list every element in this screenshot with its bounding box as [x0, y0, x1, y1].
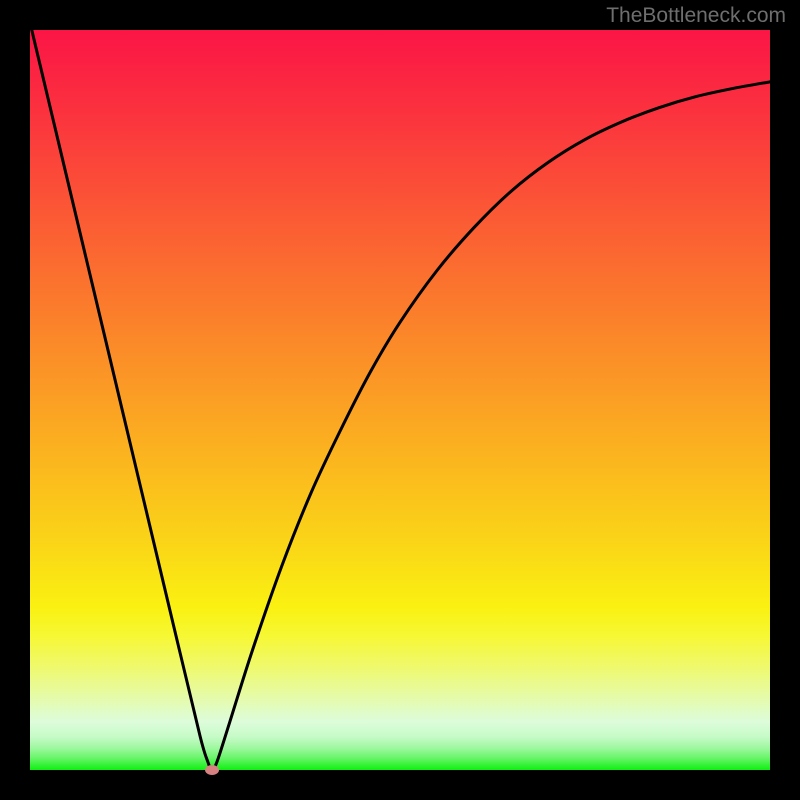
chart-wrapper: TheBottleneck.com [0, 0, 800, 800]
plot-background-gradient [30, 30, 770, 770]
chart-svg [0, 0, 800, 800]
attribution-watermark: TheBottleneck.com [606, 4, 786, 28]
minimum-marker-group [205, 765, 219, 775]
minimum-marker [205, 765, 219, 775]
